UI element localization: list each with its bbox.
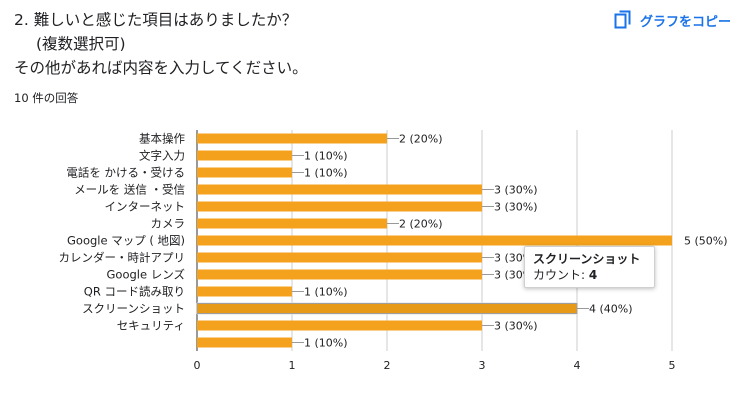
data-label: 3 (30%) (494, 320, 538, 333)
category-label: 基本操作 (139, 132, 185, 146)
data-label: 1 (10%) (304, 286, 348, 299)
category-label: Google マップ ( 地図) (67, 234, 185, 248)
category-label: カメラ (151, 217, 186, 231)
bar (197, 184, 482, 195)
bar (197, 235, 672, 246)
copy-chart-button[interactable]: グラフをコピー (614, 6, 731, 34)
data-label: 2 (20%) (399, 218, 443, 231)
bar (197, 337, 292, 348)
data-label: 1 (10%) (304, 337, 348, 350)
question-title: 2. 難しいと感じた項目はありましたか？ (複数選択可) その他があれば内容を入… (14, 8, 574, 80)
x-tick-label: 4 (574, 359, 581, 372)
tooltip-title: スクリーンショット (533, 252, 641, 266)
x-tick-label: 2 (384, 359, 391, 372)
tooltip-count-label: カウント: (533, 268, 589, 282)
category-label: 電話を かける・受ける (66, 166, 185, 180)
copy-chart-label: グラフをコピー (639, 14, 731, 30)
copy-icon (614, 10, 632, 30)
bar (197, 252, 482, 263)
bar (197, 269, 482, 280)
category-label: 文字入力 (139, 149, 185, 163)
bar (197, 150, 292, 161)
data-label: 4 (40%) (589, 303, 633, 316)
category-label: Google レンズ (107, 268, 185, 282)
question-title-line-2: (複数選択可) (36, 35, 126, 53)
tooltip-count-row: カウント: 4 (533, 267, 646, 284)
question-title-line-3: その他があれば内容を入力してください。 (14, 59, 308, 77)
data-label: 5 (50%) (684, 235, 728, 248)
category-label: セキュリティ (117, 319, 185, 333)
category-label: メールを 送信 ・受信 (74, 183, 185, 197)
response-count: 10 件の回答 (14, 91, 79, 105)
data-label: 1 (10%) (304, 167, 348, 180)
bar (197, 286, 292, 297)
data-label: 2 (20%) (399, 133, 443, 146)
category-label: インターネット (105, 200, 186, 214)
data-label: 3 (30%) (494, 201, 538, 214)
tooltip-count-value: 4 (588, 268, 598, 282)
bar (196, 303, 578, 314)
x-tick-label: 1 (289, 359, 296, 372)
x-tick-label: 3 (479, 359, 486, 372)
chart-tooltip: スクリーンショット カウント: 4 (524, 246, 655, 288)
data-label: 1 (10%) (304, 150, 348, 163)
bar (197, 320, 482, 331)
category-label: QR コード読み取り (84, 285, 185, 299)
question-title-line-1: 2. 難しいと感じた項目はありましたか？ (14, 11, 298, 29)
x-tick-label: 0 (194, 359, 201, 372)
bar (197, 133, 387, 144)
bar (197, 167, 292, 178)
category-label: スクリーンショット (82, 302, 185, 316)
data-label: 3 (30%) (494, 184, 538, 197)
bar (197, 201, 482, 212)
category-label: カレンダー・時計アプリ (59, 251, 186, 265)
bar (197, 218, 387, 229)
x-tick-label: 5 (669, 359, 676, 372)
